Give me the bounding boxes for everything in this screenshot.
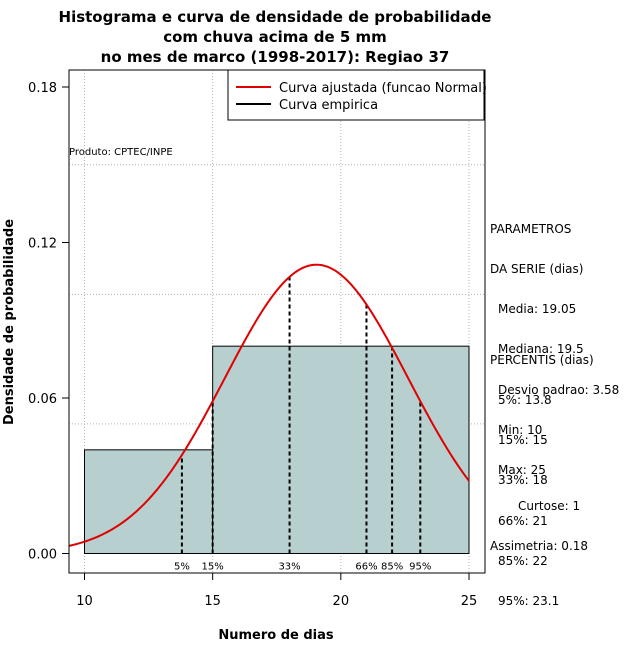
params-title-line-2: DA SERIE (dias) <box>490 262 584 277</box>
curtose-value: Curtose: 1 <box>518 498 581 513</box>
param-desvio-padrao: Desvio padrao: 3.58 <box>498 382 620 397</box>
percentile-labels: 5% 15% 33% 66% 85% 95% <box>174 562 431 573</box>
percentil-15: 15%: 15 <box>498 433 548 448</box>
y-axis: 0.00 0.06 0.12 0.18 <box>28 81 69 563</box>
x-tick-label-25: 25 <box>461 594 478 609</box>
percentil-5: 5%: 13.8 <box>498 393 552 408</box>
y-tick-label-0.00: 0.00 <box>28 548 57 563</box>
percentile-label-85: 85% <box>381 562 403 573</box>
percentil-33: 33%: 18 <box>498 473 548 488</box>
x-tick-label-15: 15 <box>204 594 221 609</box>
param-max: Max: 25 <box>498 463 546 478</box>
percentil-66: 66%: 21 <box>498 513 548 528</box>
chart-title-line-1: Histograma e curva de densidade de proba… <box>59 8 492 26</box>
legend-box <box>227 69 485 121</box>
param-media: Media: 19.05 <box>498 302 577 317</box>
legend-curve-label: Curva ajustada (funcao Normal) <box>279 81 487 96</box>
product-annotation: Produto: CPTEC/INPE <box>69 147 173 158</box>
params-title-line-1: PARAMETROS <box>490 221 572 236</box>
percentile-label-5: 5% <box>174 562 190 573</box>
percentil-95: 95%: 23.1 <box>498 594 560 609</box>
shape-stats-panel: Curtose: 1 Assimetria: 0.18 <box>490 473 588 567</box>
x-axis-label: Numero de dias <box>218 628 334 643</box>
x-tick-label-20: 20 <box>333 594 350 609</box>
x-axis: 10 15 20 25 <box>76 573 477 609</box>
percentile-label-15: 15% <box>202 562 224 573</box>
x-tick-label-10: 10 <box>76 594 93 609</box>
chart-title-line-3: no mes de marco (1998-2017): Regiao 37 <box>101 48 450 66</box>
y-tick-label-0.12: 0.12 <box>28 237 57 252</box>
param-mediana: Mediana: 19.5 <box>498 342 584 357</box>
param-min: Min: 10 <box>498 422 543 437</box>
y-axis-label: Densidade de probabilidade <box>2 219 17 425</box>
histogram-bar-2 <box>212 345 470 554</box>
assimetria-value: Assimetria: 0.18 <box>490 539 589 554</box>
percentile-label-95: 95% <box>409 562 431 573</box>
y-tick-label-0.06: 0.06 <box>28 392 57 407</box>
normal-curve-line <box>68 263 470 547</box>
chart-title-line-2: com chuva acima de 5 mm <box>163 28 387 46</box>
histogram-bars <box>84 345 470 555</box>
histogram-bar-1 <box>84 449 214 555</box>
series-parameters-panel: PARAMETROS DA SERIE (dias) Media: 19.05 … <box>490 196 619 491</box>
legend-empirical-label: Curva empirica <box>279 98 378 113</box>
legend: Curva ajustada (funcao Normal) Curva emp… <box>227 69 487 121</box>
percentile-label-33: 33% <box>278 562 300 573</box>
percentil-85: 85%: 22 <box>498 553 548 568</box>
percentis-title: PERCENTIS (dias) <box>490 352 594 367</box>
percentile-label-66: 66% <box>355 562 377 573</box>
y-tick-label-0.18: 0.18 <box>28 81 57 96</box>
percentile-lines <box>180 276 422 554</box>
percentiles-panel: PERCENTIS (dias) 5%: 13.8 15%: 15 33%: 1… <box>490 327 594 622</box>
